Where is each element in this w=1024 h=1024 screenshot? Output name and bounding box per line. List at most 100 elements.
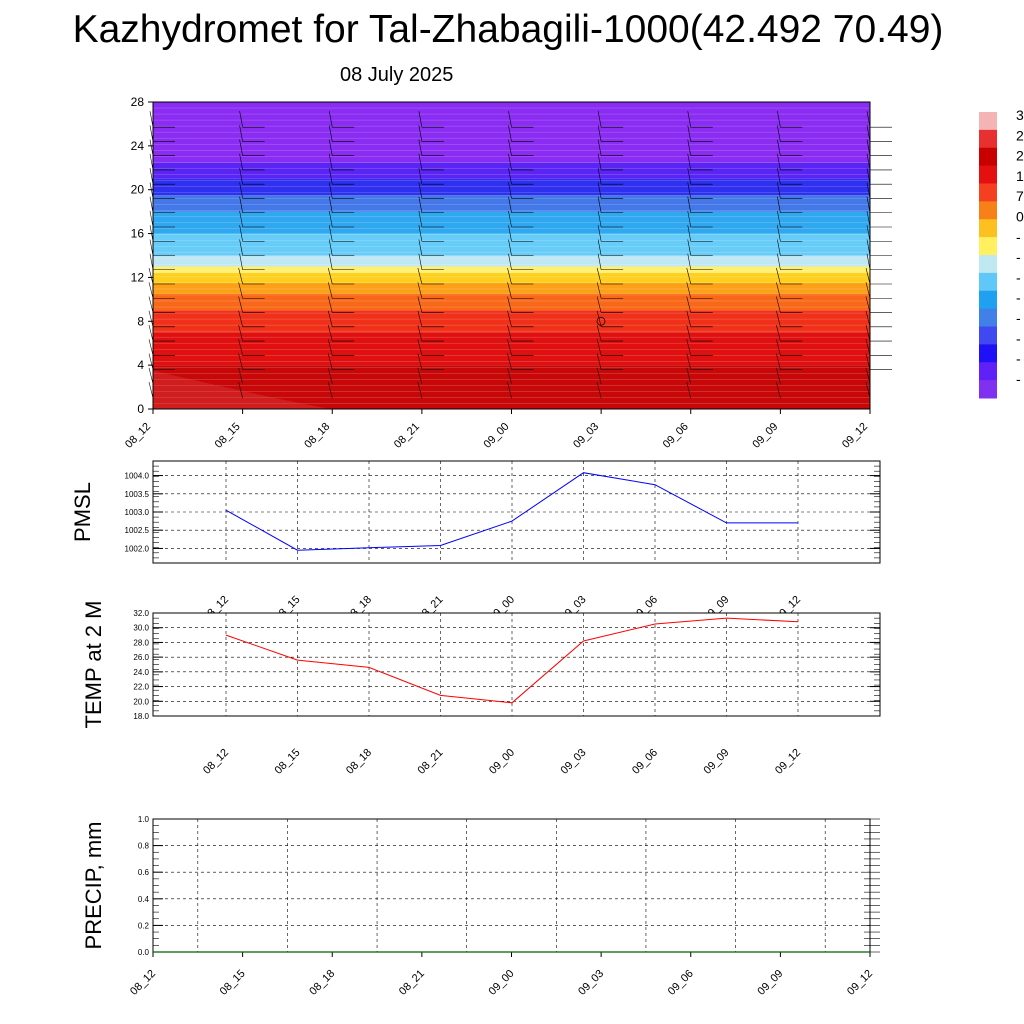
wind-barb [597,225,602,242]
heat-band [153,293,870,311]
x-tick-label: 09_06 [666,968,696,998]
wind-barb [148,367,154,384]
colorbar: 3 2 2 1 7 0 - - - - - - - - [979,107,1024,399]
colorbar-segment [979,201,997,220]
wind-barb [328,239,333,256]
heat-band [153,273,870,283]
wind-barb [418,153,423,171]
wind-barb [865,267,871,285]
surface-shade [153,370,330,409]
colorbar-segment [979,308,997,327]
wind-barb [418,182,423,199]
wind-barb [777,239,781,256]
wind-barb [865,353,871,370]
wind-barb [328,196,333,213]
colorbar-segment [979,272,997,292]
heat-band [153,102,870,163]
wind-barb [777,168,781,185]
wind-barb [148,310,154,327]
y-tick-label: 30.0 [133,624,149,633]
wind-barb [686,282,692,299]
wind-barb [239,125,243,142]
x-tick-label: 09_00 [487,968,517,998]
y-tick-label: 22.0 [133,683,149,692]
heat-band [153,162,870,179]
wind-barb [418,239,423,256]
wind-barb [686,324,692,342]
y-tick-label: 1003.0 [125,508,150,517]
wind-barb [508,111,512,128]
wind-barb [418,111,423,128]
wind-barb [417,339,423,356]
wind-barb [238,296,243,313]
x-tick-label: 09_09 [750,421,780,451]
wind-barb [418,168,423,185]
wind-barb [508,168,512,185]
wind-barb [865,310,871,327]
wind-barb [417,267,423,285]
wind-barb [328,182,333,199]
colorbar-segment [979,380,997,399]
colorbar-segment [979,237,997,256]
wind-barb [417,296,423,313]
colorbar-label: - [1016,229,1021,245]
wind-barb [686,367,692,384]
wind-barb [239,253,243,270]
wind-barb [776,324,781,342]
precip-panel: 0.0 0.2 0.4 0.6 0.8 1.0 08_12 08_15 08_18 08_21 09… [81,815,880,998]
wind-barb [238,353,243,370]
wind-barb [327,367,333,384]
wind-barb [597,153,602,171]
heat-band [153,211,870,234]
wind-barb [866,239,871,256]
wind-barb [148,353,154,370]
wind-barb [149,111,154,128]
y-tick-label: 16 [131,227,145,241]
wind-barb [418,139,423,156]
wind-barb [866,253,871,270]
wind-barb [508,225,512,242]
wind-barb [597,253,602,270]
x-tick-label: 09_03 [559,747,589,777]
y-tick-label: 18.0 [133,712,149,721]
wind-barb [507,296,512,313]
x-tick-label: 08_18 [307,968,337,998]
wind-barb [238,367,243,384]
x-tick-label: 09_12 [840,421,870,451]
wind-barb [687,253,692,270]
wind-barb [507,367,512,384]
x-tick-label: 08_21 [397,968,427,998]
wind-barb [239,153,243,171]
colorbar-label: 7 [1016,188,1024,204]
wind-barb [597,210,602,228]
x-tick-label: 09_03 [576,968,606,998]
date-label: 08 July 2025 [340,64,454,86]
wind-barb [865,296,871,313]
wind-barb [776,267,781,285]
colorbar-segment [979,255,997,274]
colorbar-label: 1 [1016,168,1024,184]
wind-barb [149,125,154,142]
wind-barb [686,381,692,399]
wind-barb [507,282,512,299]
wind-barb [239,239,243,256]
x-tick-label: 09_06 [661,421,691,451]
y-tick-label: 26.0 [133,653,149,662]
colorbar-segment [979,112,997,131]
wind-barb [596,339,602,356]
wind-barb [597,196,602,213]
wind-barb [507,381,512,399]
y-axis-label: PMSL [70,482,95,542]
y-tick-label: 1003.5 [125,490,150,499]
wind-barb [149,182,154,199]
colorbar-label: - [1016,310,1021,326]
wind-barb [777,111,781,128]
wind-barb [507,353,512,370]
wind-barb [328,153,333,171]
x-tick-label: 09_09 [702,747,732,777]
wind-barb [239,210,243,228]
wind-barb [687,225,692,242]
colorbar-label: 0 [1016,209,1024,225]
